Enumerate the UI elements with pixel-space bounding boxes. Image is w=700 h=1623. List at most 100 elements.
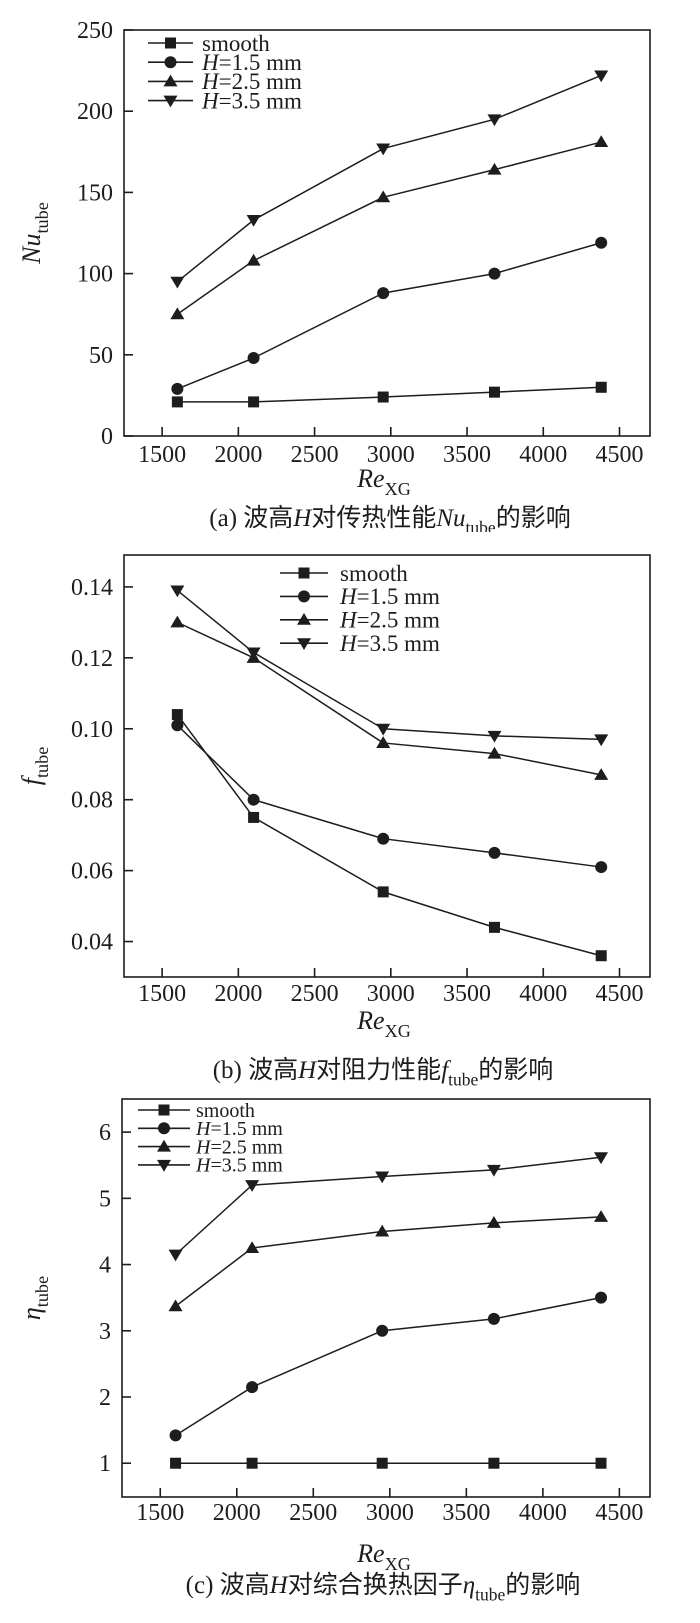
series-line	[176, 714, 602, 957]
series-smooth	[171, 381, 607, 408]
y-tick-label: 0.08	[71, 788, 113, 814]
marker-triangle-down-icon	[297, 638, 311, 650]
x-tick-label: 2500	[291, 442, 339, 468]
marker-triangle-up-icon	[594, 1210, 609, 1222]
marker-circle-icon	[595, 236, 608, 249]
x-tick-label: 2000	[214, 442, 262, 468]
y-tick-label: 0.10	[71, 717, 113, 743]
legend-label: H=1.5 mm	[339, 584, 440, 609]
x-tick-label: 4500	[595, 1500, 643, 1526]
x-tick-label: 1500	[138, 442, 186, 468]
x-tick-label: 2500	[289, 1500, 337, 1526]
marker-triangle-down-icon	[163, 95, 178, 108]
marker-square-icon	[171, 709, 183, 721]
x-tick-label: 4500	[596, 442, 644, 468]
marker-circle-icon	[247, 793, 260, 806]
marker-circle-icon	[158, 1122, 170, 1135]
figure-a: 0 50 100 150 200 250 1500 2000 2500 3000 3500 4000 4…	[0, 0, 700, 532]
x-tick-label: 1500	[136, 1500, 184, 1526]
y-tick-label: 200	[77, 99, 113, 125]
marker-triangle-down-icon	[245, 1180, 260, 1192]
marker-triangle-up-icon	[245, 1241, 260, 1254]
series-h-2-5-mm	[168, 1210, 609, 1312]
y-axis-label: ηtube	[17, 1276, 52, 1320]
marker-triangle-down-icon	[594, 734, 609, 747]
marker-circle-icon	[595, 1291, 608, 1304]
marker-triangle-up-icon	[157, 1139, 171, 1152]
y-tick-label: 0.06	[71, 859, 113, 885]
marker-triangle-up-icon	[168, 1299, 183, 1312]
plot-frame	[121, 1098, 651, 1498]
y-tick-label: 50	[89, 343, 113, 369]
legend-item: H=1.5 mm	[148, 50, 302, 75]
y-axis-label: ftube	[17, 747, 52, 786]
marker-triangle-up-icon	[376, 190, 391, 203]
x-axis-label: ReXG	[356, 1539, 411, 1574]
y-tick-label: 0.12	[71, 646, 113, 672]
legend-label: smooth	[196, 1100, 255, 1122]
marker-circle-icon	[377, 287, 390, 300]
series-h-1-5-mm	[171, 236, 608, 395]
marker-square-icon	[488, 921, 500, 933]
marker-circle-icon	[171, 719, 184, 732]
x-tick-label: 4500	[596, 981, 644, 1007]
legend-item: smooth	[138, 1100, 255, 1122]
figure-caption: (b) 波高H对阻力性能ftube的影响	[213, 1056, 554, 1090]
marker-triangle-down-icon	[170, 585, 185, 598]
x-tick-label: 2000	[213, 1500, 261, 1526]
marker-triangle-down-icon	[375, 1171, 390, 1184]
marker-square-icon	[165, 37, 176, 49]
marker-triangle-up-icon	[594, 135, 609, 148]
y-axis-label: Nutube	[17, 202, 52, 265]
marker-triangle-down-icon	[246, 647, 261, 660]
chart-b-svg: 0.04 0.06 0.08 0.10 0.12 0.14 1500 2000 2500 3000…	[17, 554, 651, 1090]
marker-square-icon	[248, 811, 260, 823]
marker-square-icon	[595, 950, 607, 962]
series-smooth	[170, 1457, 607, 1469]
x-tick-label: 2500	[291, 981, 339, 1007]
marker-square-icon	[377, 886, 389, 898]
marker-circle-icon	[377, 832, 390, 845]
marker-circle-icon	[488, 267, 501, 280]
marker-triangle-down-icon	[157, 1159, 171, 1172]
marker-triangle-down-icon	[168, 1249, 183, 1262]
chart-a-svg: 0 50 100 150 200 250 1500 2000 2500 3000 3500 4000 4…	[17, 18, 651, 532]
marker-triangle-down-icon	[594, 1152, 609, 1165]
legend-item: H=3.5 mm	[148, 88, 302, 113]
marker-square-icon	[595, 1457, 607, 1469]
figure-caption: (a) 波高H对传热性能Nutube的影响	[209, 504, 570, 532]
x-tick-label: 3000	[367, 981, 415, 1007]
marker-triangle-up-icon	[376, 736, 391, 748]
marker-triangle-up-icon	[594, 768, 609, 780]
marker-triangle-down-icon	[376, 143, 391, 156]
series-h-3-5-mm	[170, 70, 609, 289]
marker-circle-icon	[169, 1429, 182, 1442]
series-h-3-5-mm	[170, 585, 609, 747]
x-tick-label: 3500	[443, 442, 491, 468]
marker-square-icon	[488, 1457, 500, 1469]
series-line	[177, 242, 602, 390]
marker-circle-icon	[488, 846, 501, 859]
legend-item: H=2.5 mm	[148, 69, 302, 94]
plot-frame	[123, 554, 651, 978]
marker-square-icon	[377, 391, 389, 403]
legend-item: H=3.5 mm	[138, 1155, 283, 1177]
marker-triangle-down-icon	[486, 1164, 501, 1177]
y-tick-label: 2	[99, 1385, 111, 1411]
y-tick-label: 1	[99, 1451, 111, 1477]
y-tick-label: 100	[77, 262, 113, 288]
legend-label: H=3.5 mm	[195, 1155, 283, 1177]
marker-triangle-up-icon	[170, 615, 185, 628]
series-h-2-5-mm	[170, 135, 609, 320]
marker-square-icon	[170, 1457, 182, 1469]
y-tick-label: 0.14	[71, 575, 113, 601]
legend-item: H=1.5 mm	[280, 584, 440, 609]
marker-triangle-up-icon	[375, 1224, 390, 1237]
marker-square-icon	[248, 396, 260, 408]
legend-label: H=1.5 mm	[201, 50, 302, 75]
x-tick-label: 3500	[442, 1500, 490, 1526]
